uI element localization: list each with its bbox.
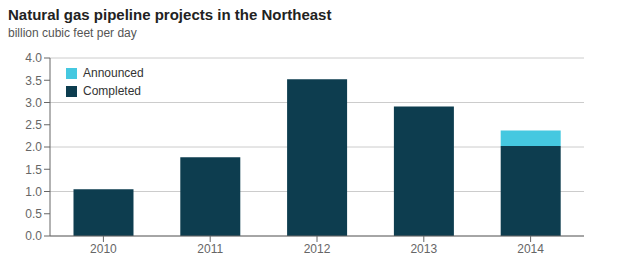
svg-text:1.0: 1.0	[25, 185, 42, 199]
svg-text:2014: 2014	[517, 242, 544, 256]
svg-text:3.0: 3.0	[25, 96, 42, 110]
svg-text:0.0: 0.0	[25, 229, 42, 243]
html-text:Completed: Completed	[83, 84, 141, 98]
svg-text:2010: 2010	[90, 242, 117, 256]
svg-text:3.5: 3.5	[25, 74, 42, 88]
svg-text:2011: 2011	[197, 242, 223, 256]
svg-text:0.5: 0.5	[25, 207, 42, 221]
svg-text:2.5: 2.5	[25, 118, 42, 132]
svg-text:2.0: 2.0	[25, 140, 42, 154]
svg-text:4.0: 4.0	[25, 51, 42, 65]
svg-text:2013: 2013	[410, 242, 437, 256]
svg-text:2012: 2012	[304, 242, 331, 256]
html-text:Natural gas pipeline projects: Natural gas pipeline projects in the Nor…	[8, 6, 332, 23]
html-text:billion cubic feet per day: billion cubic feet per day	[8, 26, 137, 40]
html-text:Announced: Announced	[83, 66, 144, 80]
svg-text:1.5: 1.5	[25, 163, 42, 177]
